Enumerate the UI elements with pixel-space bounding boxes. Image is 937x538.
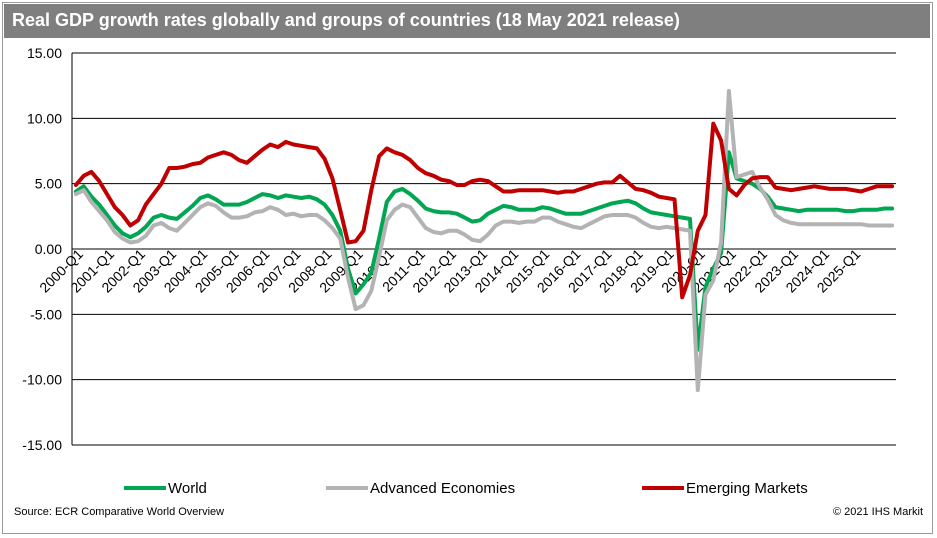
series-line-advanced (73, 88, 895, 393)
y-tick-label: -10.00 (22, 372, 62, 388)
y-tick-label: 15.00 (27, 45, 62, 61)
legend-swatch-emerging (642, 486, 684, 490)
legend-label-world: World (168, 479, 207, 497)
legend-item-emerging: Emerging Markets (642, 478, 808, 498)
source-note: Source: ECR Comparative World Overview (14, 506, 225, 518)
title-bar: Real GDP growth rates globally and group… (4, 4, 930, 38)
y-tick-label: -5.00 (30, 306, 62, 322)
legend-item-world: World (124, 478, 207, 498)
legend-swatch-world (124, 486, 166, 490)
legend-item-advanced: Advanced Economies (326, 478, 515, 498)
copyright-note: © 2021 IHS Markit (832, 506, 923, 518)
legend-swatch-advanced (326, 486, 368, 490)
y-tick-label: 10.00 (27, 110, 62, 126)
legend-label-advanced: Advanced Economies (370, 479, 516, 497)
chart-title: Real GDP growth rates globally and group… (12, 10, 680, 30)
series-line-emerging (73, 121, 895, 300)
legend-label-emerging: Emerging Markets (686, 479, 808, 497)
y-tick-label: -15.00 (22, 437, 62, 453)
series-line-world (73, 150, 895, 352)
y-tick-label: 5.00 (35, 176, 62, 192)
y-tick-label: 0.00 (35, 241, 62, 257)
